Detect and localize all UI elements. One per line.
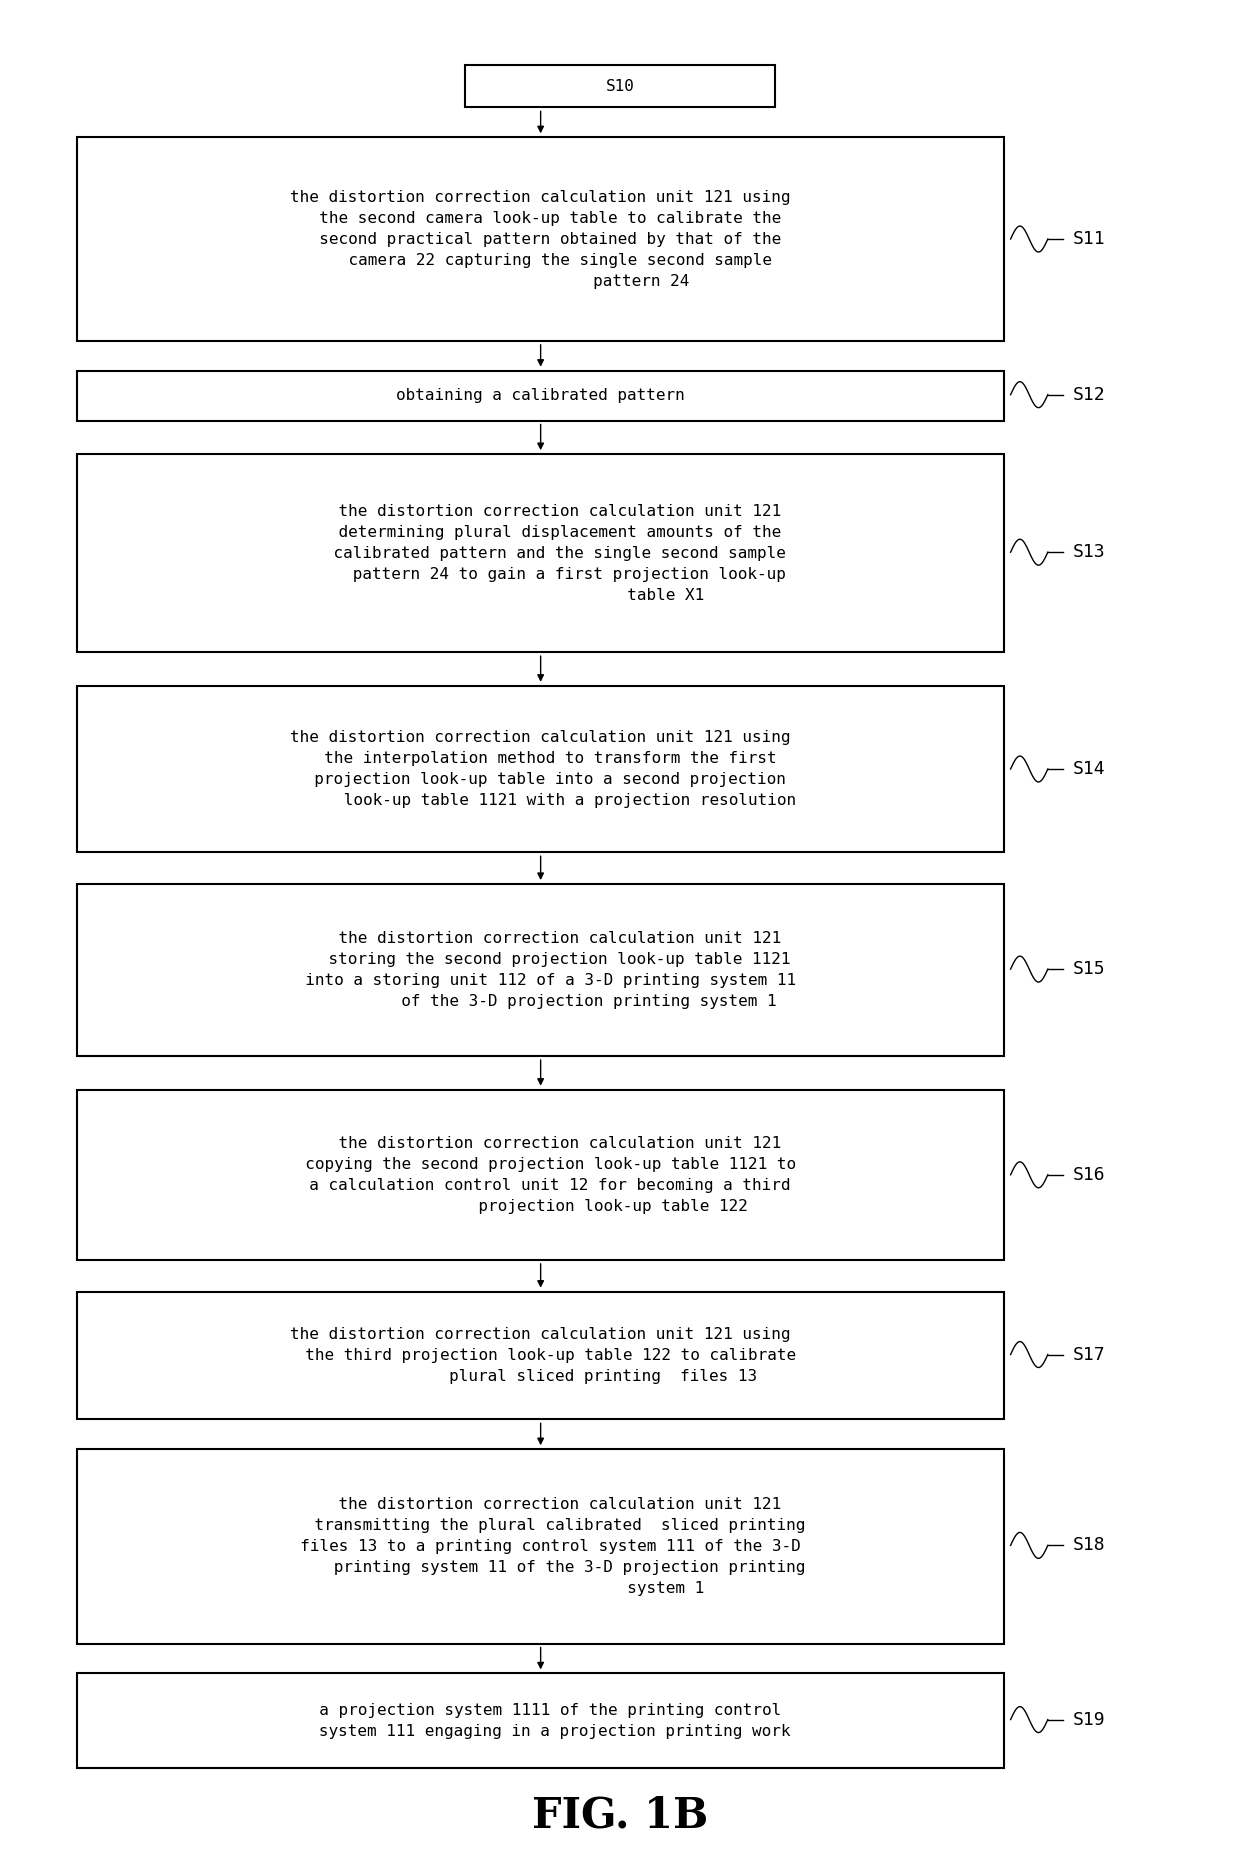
- FancyBboxPatch shape: [77, 686, 1004, 852]
- Text: the distortion correction calculation unit 121 using
  the second camera look-up: the distortion correction calculation un…: [290, 189, 791, 289]
- Text: S17: S17: [1073, 1345, 1105, 1364]
- Text: S19: S19: [1073, 1710, 1105, 1729]
- FancyBboxPatch shape: [77, 1449, 1004, 1644]
- Text: the distortion correction calculation unit 121
    storing the second projection: the distortion correction calculation un…: [285, 930, 796, 1010]
- Text: the distortion correction calculation unit 121
  copying the second projection l: the distortion correction calculation un…: [285, 1136, 796, 1214]
- Text: the distortion correction calculation unit 121
    determining plural displaceme: the distortion correction calculation un…: [295, 504, 786, 602]
- FancyBboxPatch shape: [77, 884, 1004, 1056]
- Text: the distortion correction calculation unit 121
    transmitting the plural calib: the distortion correction calculation un…: [277, 1497, 805, 1595]
- Text: S10: S10: [605, 78, 635, 95]
- Text: a projection system 1111 of the printing control
   system 111 engaging in a pro: a projection system 1111 of the printing…: [290, 1703, 791, 1738]
- Text: the distortion correction calculation unit 121 using
  the third projection look: the distortion correction calculation un…: [285, 1327, 796, 1384]
- FancyBboxPatch shape: [77, 454, 1004, 652]
- Text: S11: S11: [1073, 230, 1105, 248]
- FancyBboxPatch shape: [465, 65, 775, 107]
- Text: FIG. 1B: FIG. 1B: [532, 1796, 708, 1836]
- FancyBboxPatch shape: [77, 1673, 1004, 1768]
- Text: S13: S13: [1073, 543, 1105, 561]
- Text: S15: S15: [1073, 960, 1105, 978]
- Text: the distortion correction calculation unit 121 using
  the interpolation method : the distortion correction calculation un…: [285, 730, 796, 808]
- Text: S14: S14: [1073, 760, 1105, 778]
- Text: S16: S16: [1073, 1166, 1105, 1184]
- Text: S18: S18: [1073, 1536, 1105, 1555]
- FancyBboxPatch shape: [77, 137, 1004, 341]
- FancyBboxPatch shape: [77, 371, 1004, 421]
- FancyBboxPatch shape: [77, 1090, 1004, 1260]
- FancyBboxPatch shape: [77, 1292, 1004, 1419]
- Text: obtaining a calibrated pattern: obtaining a calibrated pattern: [397, 387, 684, 404]
- Text: S12: S12: [1073, 385, 1105, 404]
